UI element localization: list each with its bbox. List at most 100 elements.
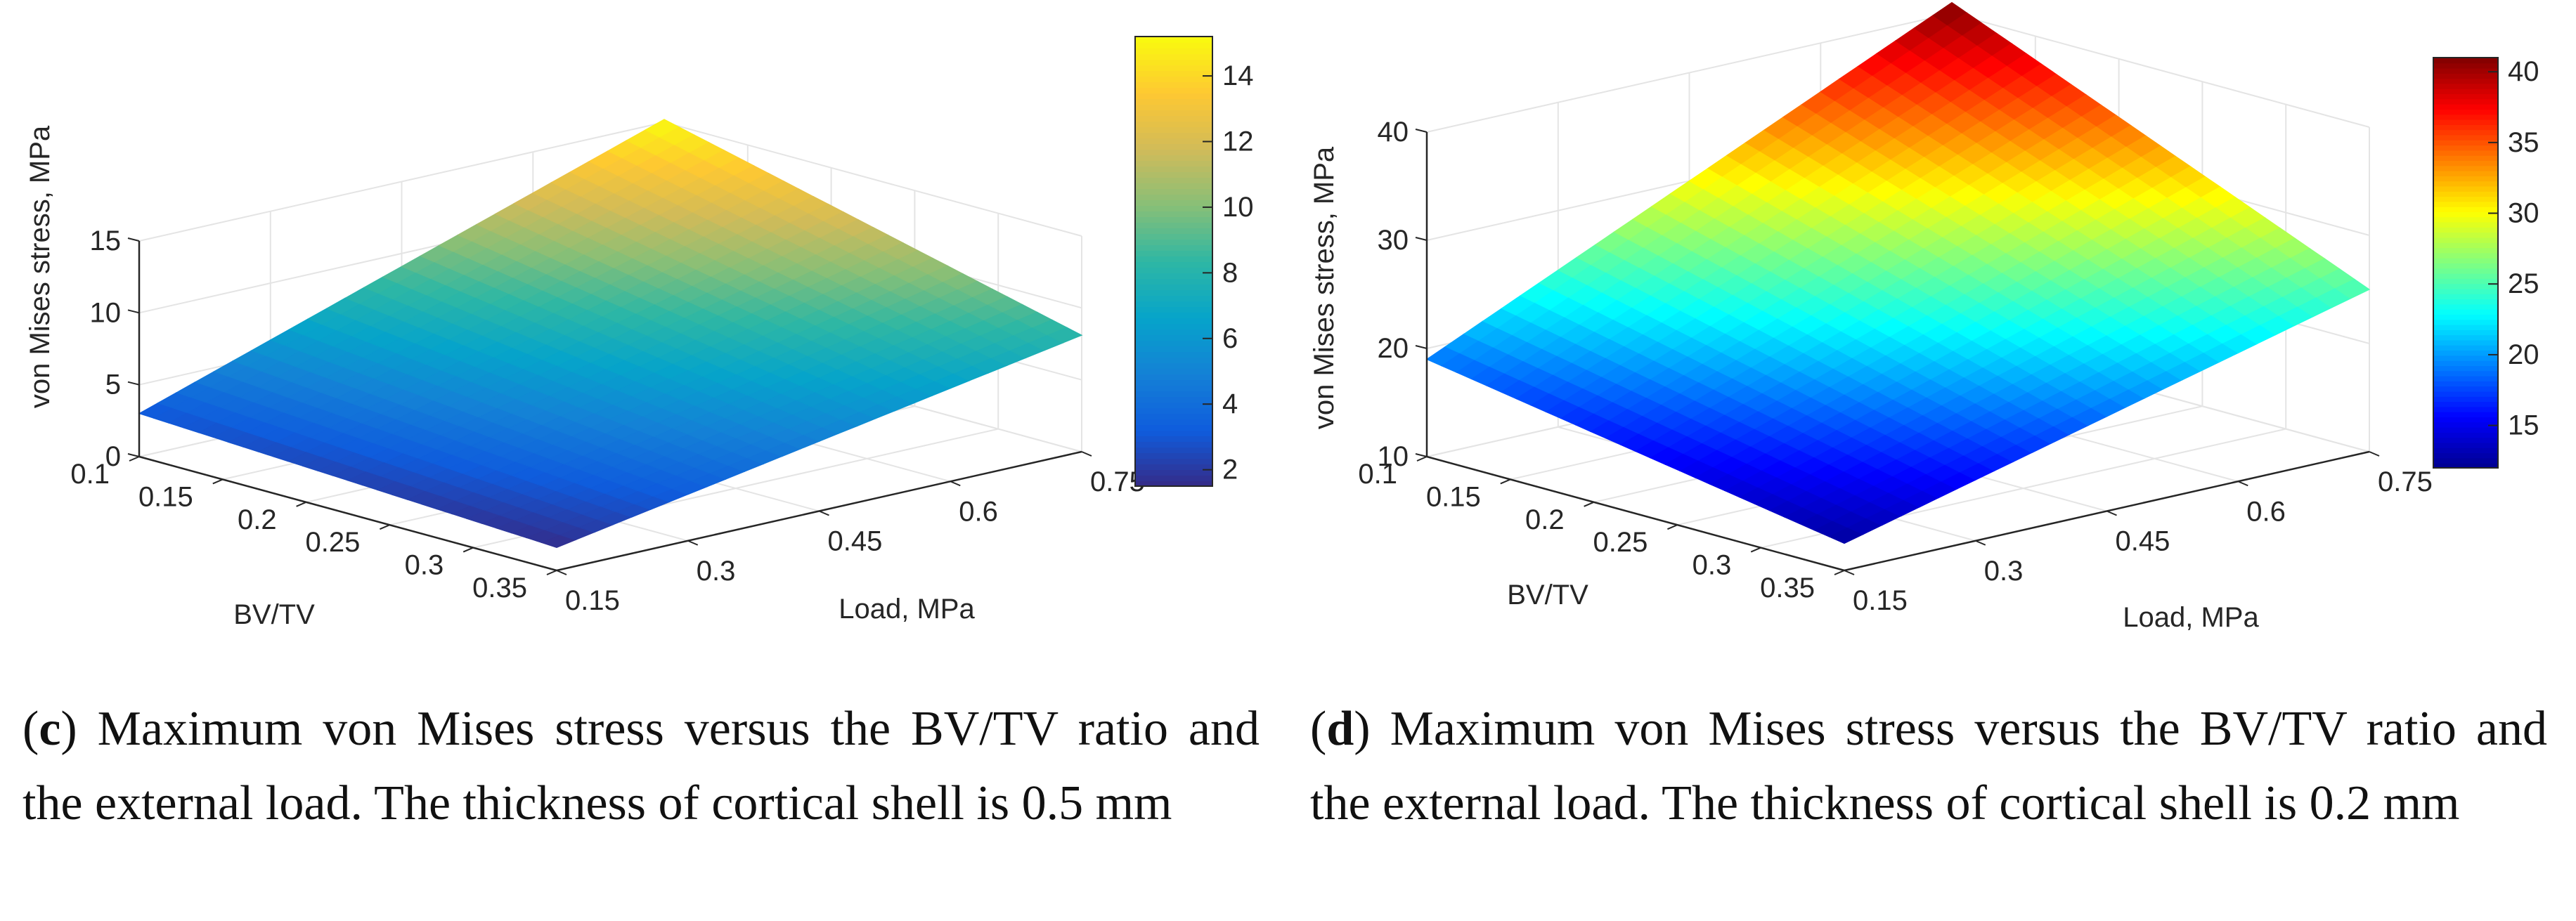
colorbar-segment bbox=[2433, 422, 2498, 428]
colorbar-segment bbox=[2433, 232, 2498, 238]
colorbar-segment bbox=[2433, 411, 2498, 417]
colorbar-segment bbox=[1135, 419, 1212, 425]
y-axis-label: Load, MPa bbox=[2123, 602, 2259, 633]
colorbar-segment bbox=[1135, 98, 1212, 105]
surface-patch bbox=[1047, 327, 1083, 344]
colorbar-segment bbox=[1135, 396, 1212, 403]
colorbar-segment bbox=[1135, 334, 1212, 341]
colorbar-segment bbox=[1135, 368, 1212, 374]
colorbar-segment bbox=[1135, 121, 1212, 127]
y-tick-mark-2 bbox=[2106, 510, 2117, 516]
colorbar-segment bbox=[2433, 293, 2498, 300]
colorbar-segment bbox=[2433, 462, 2498, 469]
colorbar-segment bbox=[2433, 185, 2498, 192]
colorbar-segment bbox=[2433, 268, 2498, 274]
colorbar-segment bbox=[2433, 303, 2498, 310]
colorbar-segment bbox=[2433, 93, 2498, 100]
x-tick-mark-4 bbox=[1750, 547, 1761, 553]
surface-plot-d: 10 20 30 40 0.1 0.15 0.2 0.25 0.3 0.35 0.15 0.3 0.45… bbox=[1309, 1, 2539, 633]
colorbar-segment bbox=[1135, 194, 1212, 200]
y-axis-label: Load, MPa bbox=[839, 594, 975, 625]
x-tick-label-5: 0.35 bbox=[1760, 573, 1815, 603]
caption-c-letter: c bbox=[39, 702, 61, 756]
colorbar-segment bbox=[1135, 87, 1212, 93]
colorbar-segment bbox=[2433, 114, 2498, 120]
colorbar-segment bbox=[2433, 98, 2498, 105]
colorbar-segment bbox=[1135, 70, 1212, 77]
y-tick-mark-1 bbox=[1975, 540, 1986, 546]
colorbar-segment bbox=[1135, 166, 1212, 172]
y-tick-mark-4 bbox=[1081, 451, 1092, 457]
colorbar-segment bbox=[1135, 42, 1212, 48]
colorbar-segment bbox=[2433, 226, 2498, 233]
x-tick-label-4: 0.3 bbox=[405, 550, 444, 581]
colorbar-tick-label-0: 2 bbox=[1222, 455, 1238, 485]
colorbar-segment bbox=[2433, 170, 2498, 176]
colorbar-segment bbox=[2433, 350, 2498, 356]
colorbar-segment bbox=[2433, 401, 2498, 407]
y-tick-label-0: 0.15 bbox=[565, 585, 620, 616]
colorbar-segment bbox=[2433, 426, 2498, 433]
colorbar-frame bbox=[1134, 36, 1213, 487]
y-tick-mark-2 bbox=[819, 510, 829, 516]
colorbar-segment bbox=[2433, 283, 2498, 289]
colorbar-segment bbox=[2433, 447, 2498, 454]
y-tick-mark-4 bbox=[2369, 451, 2380, 457]
colorbar-segment bbox=[1135, 155, 1212, 161]
x-tick-label-3: 0.25 bbox=[1593, 527, 1648, 558]
colorbar-segment bbox=[2433, 165, 2498, 171]
x-tick-label-2: 0.2 bbox=[238, 504, 277, 535]
colorbar-segment bbox=[2433, 375, 2498, 381]
y-tick-label-1: 0.3 bbox=[1984, 556, 2024, 587]
caption-c: (c) Maximum von Mises stress versus the … bbox=[22, 702, 1260, 830]
colorbar-segment bbox=[2433, 78, 2498, 84]
z-tick-mark-3 bbox=[127, 237, 140, 242]
colorbar-segment bbox=[2433, 288, 2498, 294]
colorbar-segment bbox=[1135, 250, 1212, 256]
colorbar-segment bbox=[1135, 273, 1212, 279]
colorbar-segment bbox=[2433, 360, 2498, 366]
colorbar-tick-label-3: 30 bbox=[2508, 198, 2539, 229]
x-tick-mark-5 bbox=[1834, 570, 1845, 575]
x-tick-mark-1 bbox=[212, 478, 224, 485]
x-tick-mark-2 bbox=[296, 501, 306, 507]
colorbar-segment bbox=[2433, 103, 2498, 110]
panel-d: 10 20 30 40 0.1 0.15 0.2 0.25 0.3 0.35 0.15 0.3 0.45… bbox=[1288, 0, 2575, 921]
colorbar-segment bbox=[1135, 430, 1212, 436]
colorbar-segment bbox=[1135, 143, 1212, 150]
colorbar-segment bbox=[1135, 469, 1212, 476]
x-axis-line bbox=[138, 455, 557, 572]
x-tick-label-5: 0.35 bbox=[472, 573, 527, 603]
colorbar-segment bbox=[2433, 67, 2498, 74]
colorbar-segment bbox=[1135, 138, 1212, 144]
x-tick-label-0: 0.1 bbox=[70, 459, 110, 490]
colorbar-segment bbox=[2433, 216, 2498, 223]
z-tick-mark-1 bbox=[1415, 345, 1428, 349]
colorbar-segment bbox=[2433, 72, 2498, 79]
colorbar-segment bbox=[1135, 233, 1212, 240]
colorbar-segment bbox=[2433, 160, 2498, 166]
y-tick-label-4: 0.75 bbox=[2378, 466, 2433, 497]
colorbar-segment bbox=[1135, 475, 1212, 481]
colorbar-segment bbox=[2433, 370, 2498, 377]
z-tick-label-3: 15 bbox=[90, 226, 122, 256]
surface-patch bbox=[2334, 278, 2371, 299]
colorbar-frame bbox=[2433, 57, 2499, 469]
colorbar-segment bbox=[1135, 267, 1212, 273]
colorbar-segment bbox=[1135, 278, 1212, 285]
caption-d: (d) Maximum von Mises stress versus the … bbox=[1310, 702, 2547, 830]
colorbar-segment bbox=[2433, 277, 2498, 285]
z-tick-label-0: 10 bbox=[1378, 441, 1409, 472]
y-tick-mark-0 bbox=[1844, 570, 1855, 575]
colorbar-segment bbox=[2433, 314, 2498, 320]
colorbar-segment bbox=[2433, 437, 2498, 443]
colorbar-segment bbox=[2433, 58, 2498, 64]
colorbar-segment bbox=[2433, 109, 2498, 115]
colorbar-segment bbox=[1135, 216, 1212, 223]
colorbar-segment bbox=[1135, 126, 1212, 133]
z-tick-label-1: 5 bbox=[105, 370, 121, 400]
y-tick-mark-0 bbox=[556, 570, 567, 575]
x-tick-mark-3 bbox=[380, 524, 390, 530]
colorbar-segment bbox=[2433, 308, 2498, 315]
colorbar-tick-label-6: 14 bbox=[1222, 60, 1254, 91]
